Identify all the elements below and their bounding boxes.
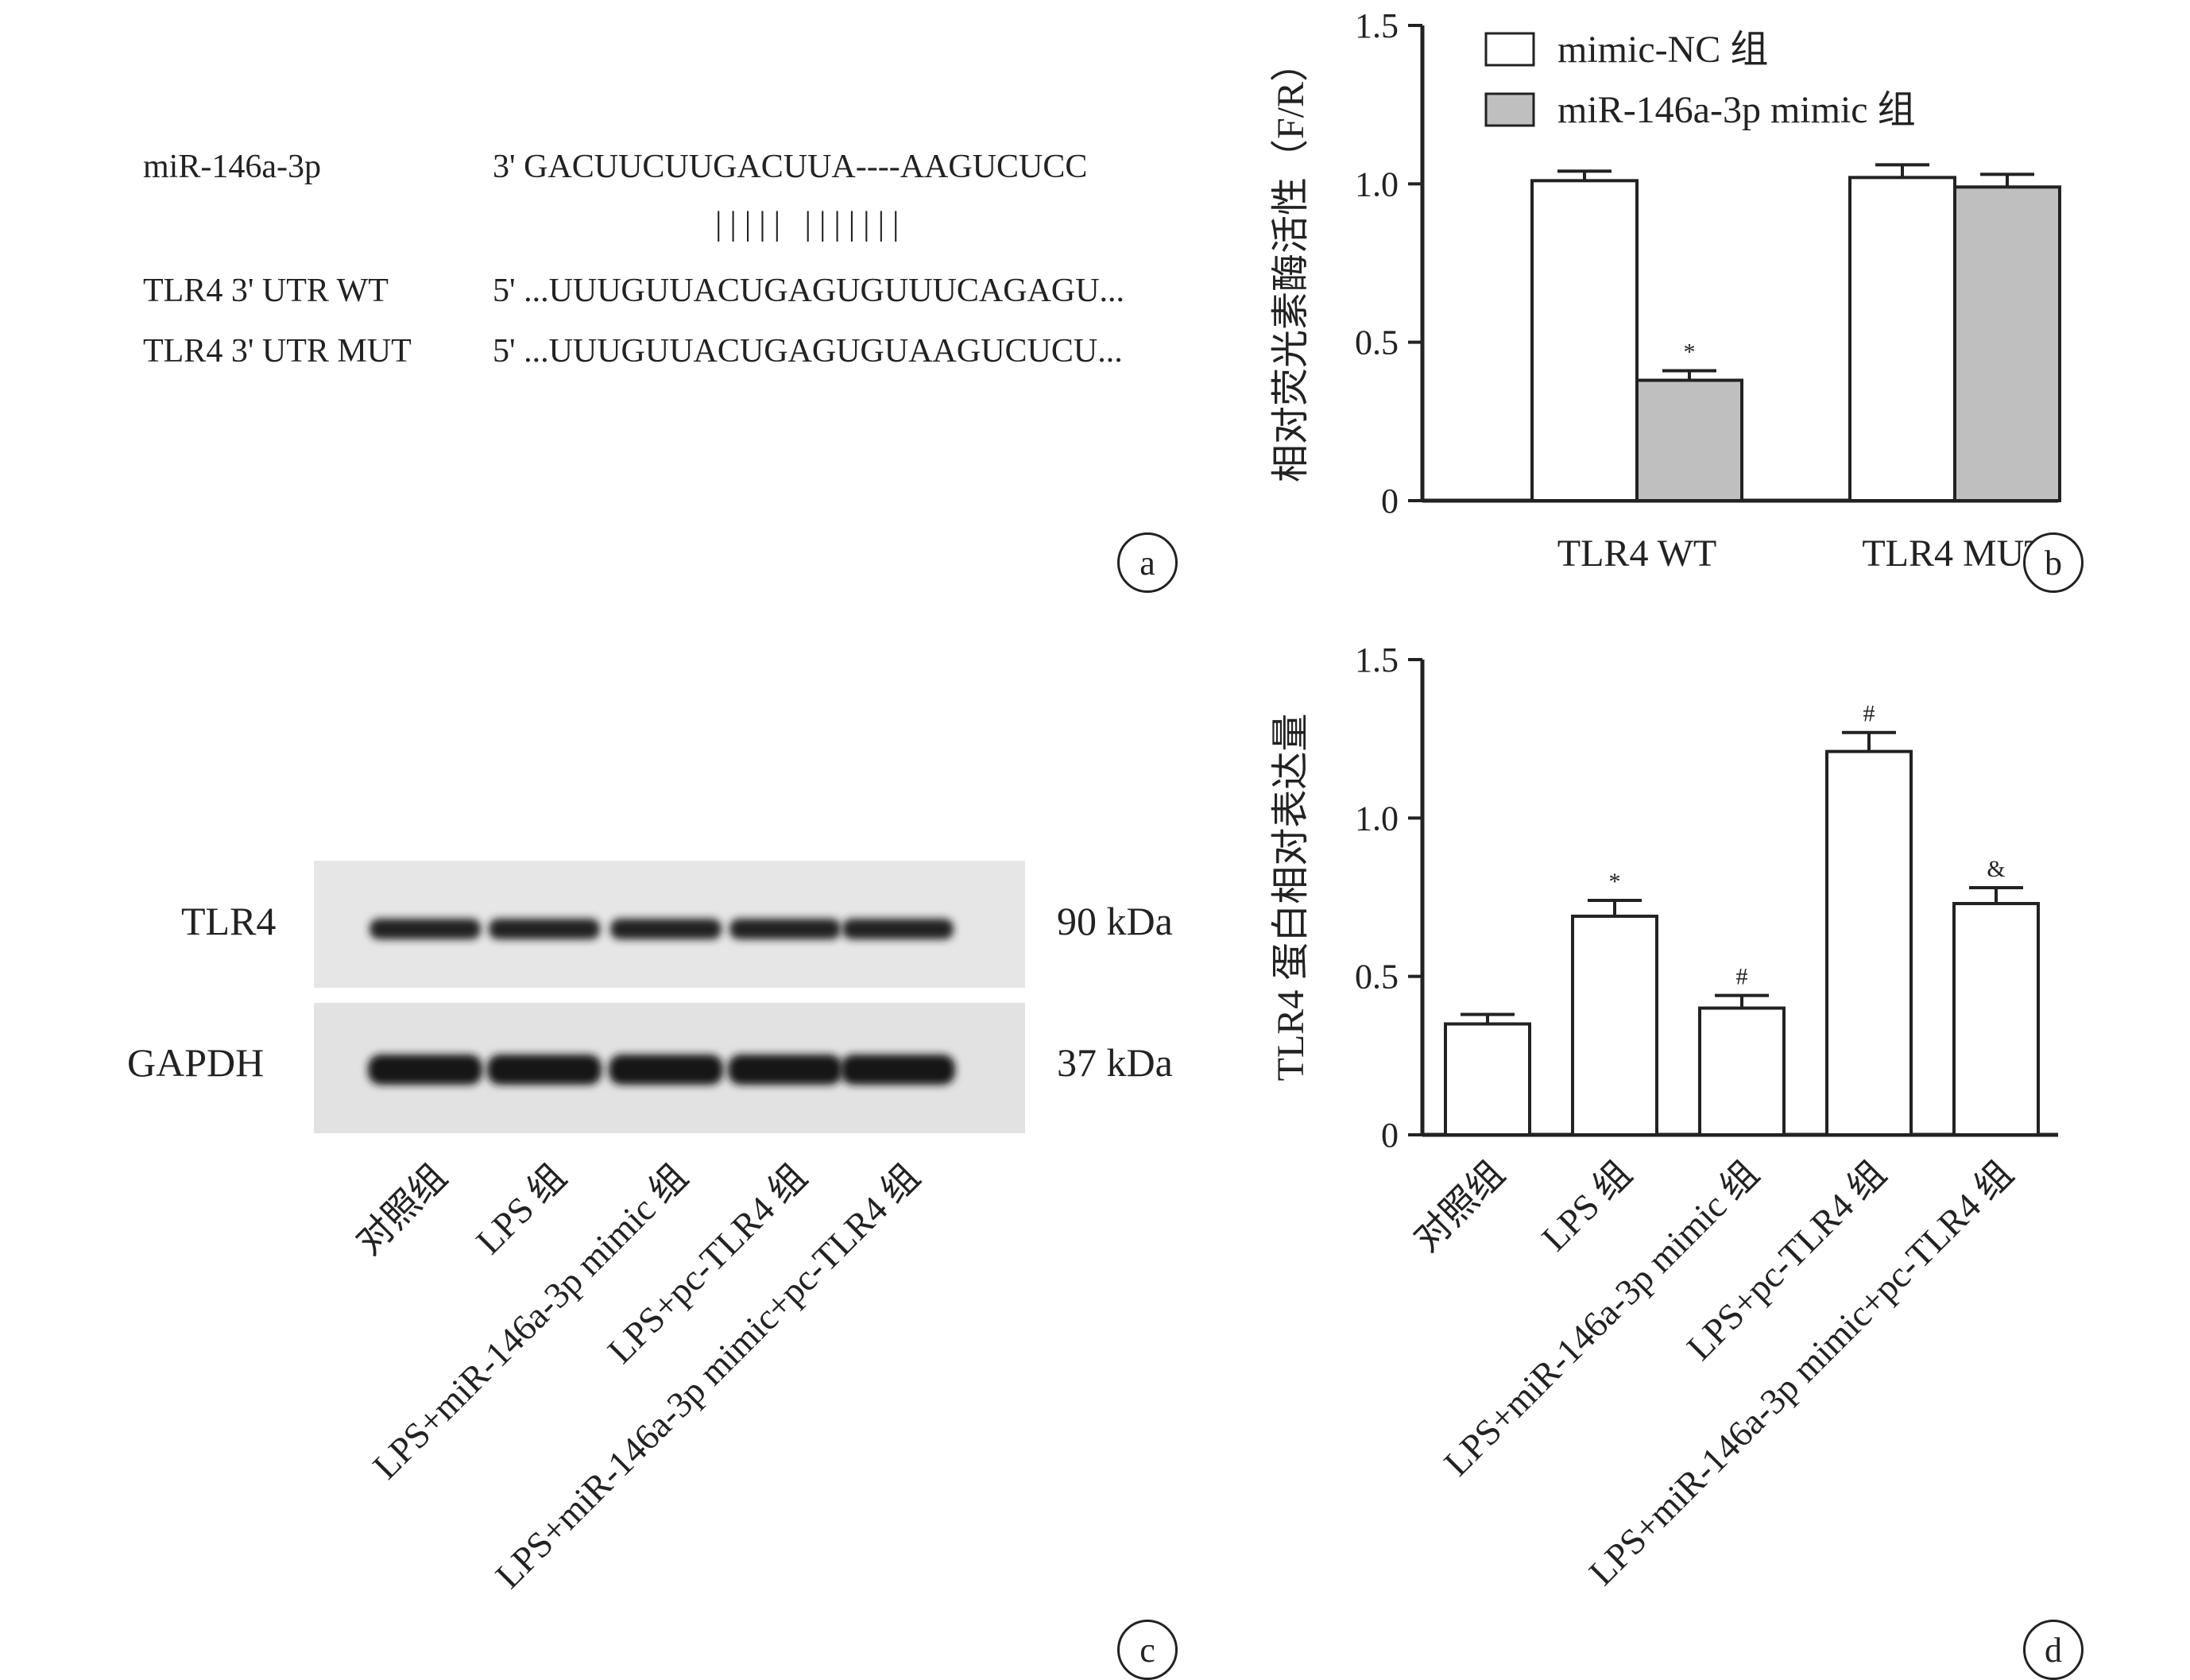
band-tlr4 bbox=[842, 919, 954, 939]
protein-size-gapdh: 37 kDa bbox=[1057, 1040, 1173, 1085]
band-tlr4 bbox=[370, 919, 481, 939]
legend-swatch bbox=[1484, 32, 1535, 67]
lane-label: LPS+miR-146a-3p mimic+pc-TLR4 组 bbox=[488, 1156, 927, 1596]
significance-mark: # bbox=[1736, 964, 1748, 990]
legend-swatch bbox=[1484, 92, 1535, 127]
panel-label-c: c bbox=[1117, 1620, 1178, 1680]
bar bbox=[1848, 176, 1956, 503]
significance-mark: & bbox=[1987, 856, 2005, 882]
band-gapdh bbox=[487, 1055, 602, 1085]
x-category-label: 对照组 bbox=[1406, 1153, 1512, 1260]
seq-name-mir: miR-146a-3p bbox=[143, 149, 321, 185]
band-tlr4 bbox=[610, 919, 722, 939]
bar bbox=[1444, 1022, 1531, 1137]
y-tick-label: 1.5 bbox=[1355, 641, 1399, 679]
bar bbox=[1530, 179, 1639, 502]
bar bbox=[1952, 901, 2040, 1136]
y-tick-label: 0 bbox=[1381, 482, 1399, 521]
y-tick-label: 0.5 bbox=[1355, 958, 1399, 997]
panel-label-b: b bbox=[2023, 532, 2084, 593]
protein-label-gapdh: GAPDH bbox=[127, 1040, 265, 1085]
chart-b: 0 0.5 1.0 1.5 相对荧光素酶活性（F/R） * TLR4 WT TLR4 MUT m… bbox=[1270, 6, 2061, 575]
panel-label-d: d bbox=[2023, 1620, 2084, 1680]
band-gapdh bbox=[841, 1055, 955, 1085]
band-tlr4 bbox=[489, 919, 600, 939]
bar bbox=[1825, 749, 1913, 1136]
y-tick-label: 1.5 bbox=[1355, 6, 1399, 45]
band-gapdh bbox=[728, 1055, 842, 1085]
panel-label-a: a bbox=[1117, 532, 1178, 593]
legend-label: miR-146a-3p mimic 组 bbox=[1557, 89, 1916, 131]
protein-size-tlr4: 90 kDa bbox=[1057, 899, 1173, 943]
lane-label: LPS+pc-TLR4 组 bbox=[600, 1156, 814, 1371]
significance-mark: * bbox=[1609, 869, 1621, 895]
y-tick-label: 0 bbox=[1381, 1116, 1399, 1155]
band-tlr4 bbox=[729, 919, 841, 939]
protein-label-tlr4: TLR4 bbox=[181, 899, 277, 943]
significance-mark: # bbox=[1863, 701, 1875, 727]
y-tick-label: 1.0 bbox=[1355, 799, 1399, 838]
pairing-lines: ||||| ||||||| bbox=[715, 206, 907, 242]
seq-mir: 3' GACUUCUUGACUUA----AAGUCUCC bbox=[493, 149, 1088, 185]
band-gapdh bbox=[368, 1055, 482, 1085]
seq-name-wt: TLR4 3' UTR WT bbox=[143, 273, 389, 309]
y-tick-label: 0.5 bbox=[1355, 323, 1399, 362]
significance-mark: * bbox=[1684, 339, 1696, 366]
lane-label: LPS 组 bbox=[468, 1156, 574, 1262]
y-tick-label: 1.0 bbox=[1355, 165, 1399, 203]
seq-mut: 5' ...UUUGUUACUGAGUGUAAGUCUCU... bbox=[493, 333, 1123, 370]
bar bbox=[1698, 1006, 1786, 1136]
bar bbox=[1571, 914, 1658, 1136]
legend-label: mimic-NC 组 bbox=[1557, 29, 1768, 71]
lane-label: 对照组 bbox=[348, 1156, 455, 1263]
bar bbox=[1953, 185, 2061, 502]
seq-name-mut: TLR4 3' UTR MUT bbox=[143, 333, 412, 370]
bar bbox=[1635, 378, 1743, 502]
y-axis-title: 相对荧光素酶活性（F/R） bbox=[1270, 44, 1312, 482]
x-category-label: LPS 组 bbox=[1534, 1153, 1639, 1259]
band-gapdh bbox=[609, 1055, 723, 1085]
seq-wt: 5' ...UUUGUUACUGAGUGUUUCAGAGU... bbox=[493, 273, 1125, 309]
y-axis-title: TLR4 蛋白相对表达量 bbox=[1270, 714, 1312, 1082]
x-category-label: TLR4 WT bbox=[1557, 532, 1716, 575]
x-category-label: TLR4 MUT bbox=[1862, 532, 2047, 575]
